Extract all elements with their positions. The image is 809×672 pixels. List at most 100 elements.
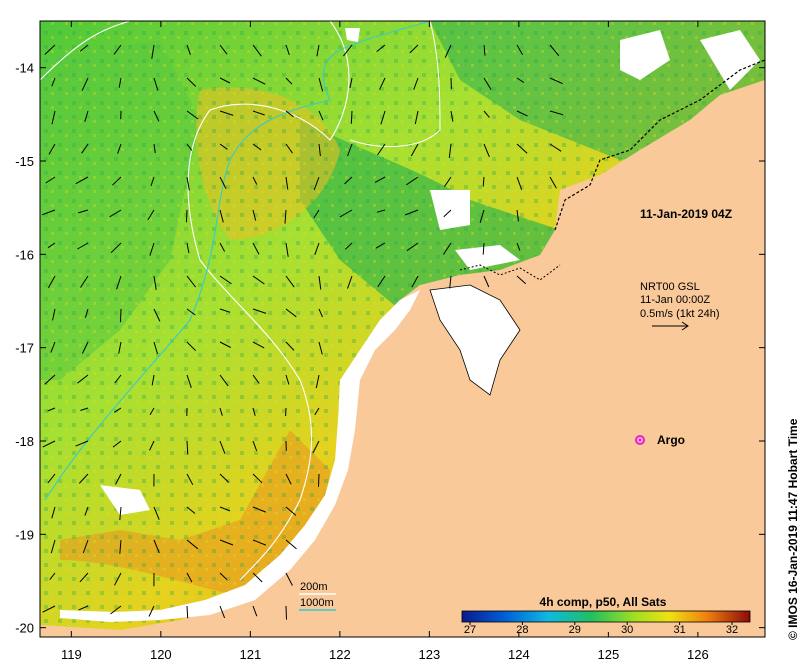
current-vector [318,308,323,318]
current-vector [186,275,196,288]
no-data-patch [345,28,360,42]
current-vector [482,242,485,255]
current-vector [47,473,56,484]
current-vector [84,110,89,122]
colorbar-tick-label: 32 [726,624,738,636]
current-vector [483,143,490,158]
current-vector [252,572,263,583]
current-vector [252,143,262,151]
current-vector [442,242,452,255]
current-vector [318,341,323,355]
argo-float-marker [635,435,645,445]
no-data-patch [455,245,520,270]
current-vector [252,539,267,546]
current-scale-label: 0.5m/s (1kt 24h) [640,308,719,320]
current-vector [110,242,122,254]
current-vector [186,374,192,388]
current-vector [41,209,56,216]
current-vector [285,572,293,586]
current-vector [219,209,224,223]
current-vector [153,539,160,554]
land-mass [40,80,765,637]
contour-200m [40,21,350,581]
current-vector [516,110,528,117]
y-tick-label: -14 [15,61,34,76]
current-vector [186,440,189,455]
colorbar-tick-label: 28 [516,624,528,636]
current-vector [49,572,56,580]
current-vector [252,407,256,416]
contour-200m-north [349,21,441,148]
current-vector [186,605,189,619]
current-vector [376,209,386,213]
legend-200m-label: 200m [300,581,328,593]
current-vector [114,572,122,586]
kimberley-coastline [554,59,765,231]
current-vector [252,605,258,617]
current-vector [252,440,258,452]
current-vector [153,308,161,322]
current-vector [318,473,320,487]
current-vector [219,440,226,454]
current-vector [252,77,266,85]
current-vector [112,176,122,186]
current-vector [114,407,122,413]
current-vector [285,605,287,620]
current-vector [186,242,190,254]
current-vector [148,605,155,617]
current-vector [347,143,353,157]
current-vector [516,275,527,285]
no-data-patch [700,30,760,90]
current-vector [285,242,289,257]
coastal-no-data-fringe [60,290,420,622]
current-vector [50,539,56,554]
current-vector [186,506,196,514]
colorbar-gradient [461,610,751,623]
current-vector [153,275,157,290]
no-data-patch [430,190,470,230]
current-vector [81,341,89,354]
y-tick-label: -18 [15,434,34,449]
current-vector [414,110,419,125]
king-sound-inlet [429,284,521,396]
current-vector [406,176,419,186]
y-tick-label: -17 [15,341,34,356]
current-vector [78,605,89,611]
current-vector [379,77,386,90]
current-vector [219,473,230,483]
current-vector [285,176,289,190]
current-vector [186,572,193,583]
current-vector [516,176,523,190]
current-vector [516,209,519,222]
current-vector [47,275,56,289]
current-vector [318,110,324,121]
current-vector [345,242,353,250]
colorbar-tick-label: 31 [673,624,685,636]
contour-1000m [44,21,431,501]
current-vector [219,77,231,84]
x-axis: 119 120 121 122 123 124 125 126 [61,21,709,662]
current-vector [81,143,89,154]
current-vector [44,44,56,55]
current-vector [219,44,228,55]
current-vector [186,341,197,352]
current-vector [186,539,199,550]
x-tick-label: 122 [329,647,351,662]
map-frame [39,20,766,638]
current-vector [42,440,56,448]
current-vector [219,572,228,581]
current-vector [78,209,89,214]
current-vector [252,506,266,513]
current-vector [549,77,563,85]
current-vector [118,77,122,88]
current-vector [84,506,89,516]
current-vector [219,539,234,546]
current-vector [252,110,265,116]
current-vector [347,275,353,289]
current-vector [314,407,320,416]
current-vector [349,77,353,89]
current-vector [313,209,320,219]
current-vector [252,242,260,255]
current-vector [114,374,122,384]
current-vector [406,242,419,252]
